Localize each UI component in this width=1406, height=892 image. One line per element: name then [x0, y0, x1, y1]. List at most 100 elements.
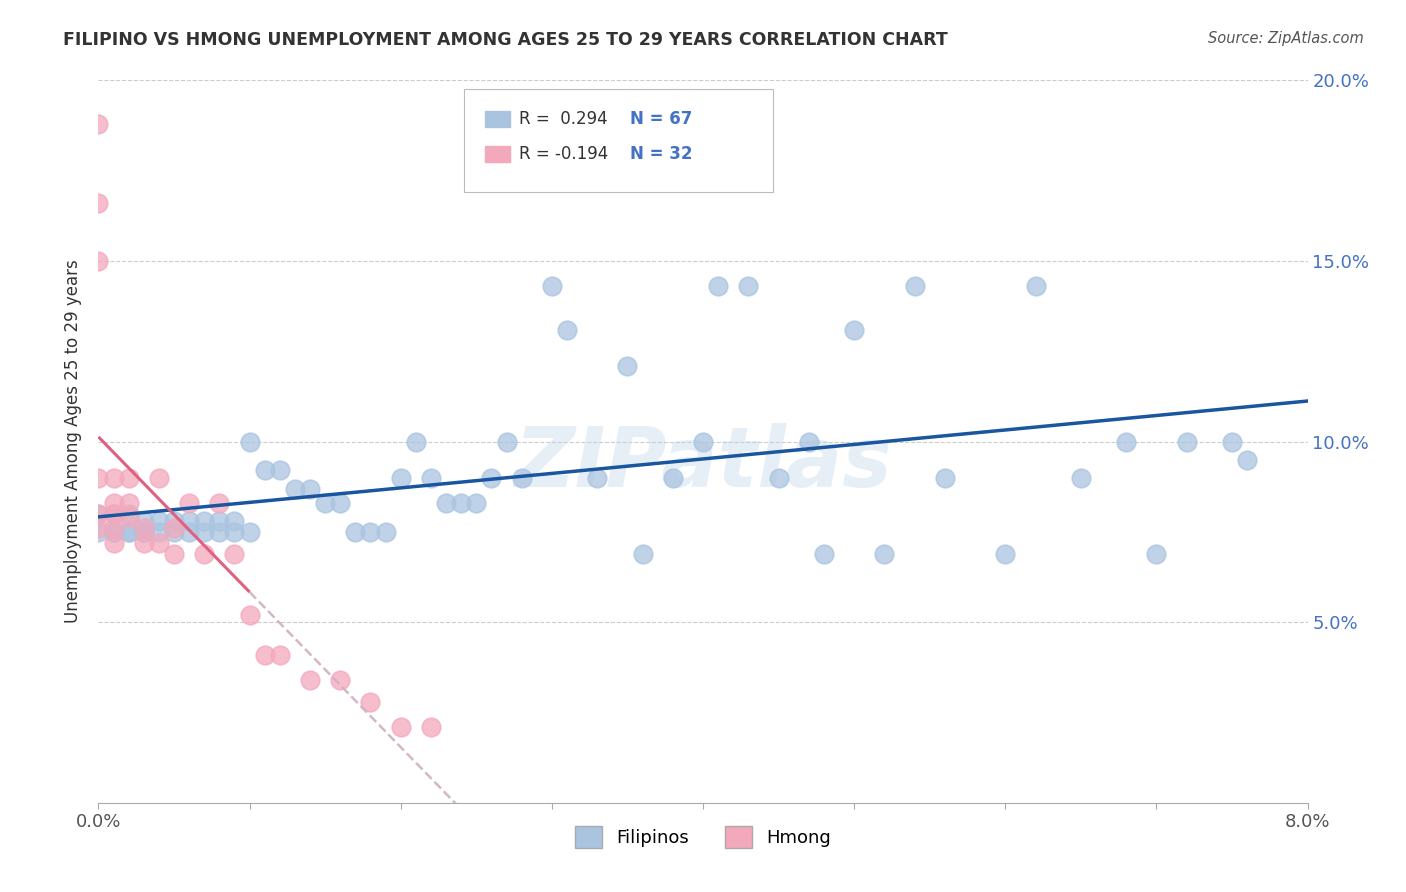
Point — [329, 496, 352, 510]
Point — [208, 496, 231, 510]
Point — [555, 322, 578, 336]
Point — [103, 521, 125, 535]
Point — [1070, 471, 1092, 485]
Point — [314, 496, 336, 510]
Point — [224, 547, 246, 561]
Point — [148, 514, 170, 528]
Point — [813, 547, 835, 561]
Point — [994, 547, 1017, 561]
Point — [269, 648, 291, 662]
Point — [87, 471, 110, 485]
Point — [1175, 434, 1198, 449]
Point — [148, 524, 170, 539]
Point — [87, 524, 110, 539]
Point — [163, 521, 186, 535]
Point — [434, 496, 457, 510]
Point — [224, 524, 246, 539]
Point — [239, 434, 262, 449]
Point — [87, 117, 110, 131]
Point — [269, 463, 291, 477]
Point — [239, 607, 262, 622]
Point — [103, 524, 125, 539]
Point — [103, 507, 125, 521]
Legend: Filipinos, Hmong: Filipinos, Hmong — [568, 819, 838, 855]
Point — [692, 434, 714, 449]
Point — [284, 482, 307, 496]
Point — [360, 524, 382, 539]
Point — [118, 507, 141, 521]
Point — [450, 496, 472, 510]
Point — [87, 507, 110, 521]
Point — [87, 254, 110, 268]
Point — [465, 496, 488, 510]
Text: R = -0.194: R = -0.194 — [519, 145, 607, 163]
Point — [420, 471, 443, 485]
Y-axis label: Unemployment Among Ages 25 to 29 years: Unemployment Among Ages 25 to 29 years — [65, 260, 83, 624]
Point — [163, 547, 186, 561]
Point — [163, 514, 186, 528]
Point — [179, 496, 201, 510]
Text: R =  0.294: R = 0.294 — [519, 110, 607, 128]
Point — [1146, 547, 1168, 561]
Point — [132, 524, 155, 539]
Point — [118, 524, 141, 539]
Text: ZIPatlas: ZIPatlas — [515, 423, 891, 504]
Point — [132, 524, 155, 539]
Point — [118, 524, 141, 539]
Point — [118, 496, 141, 510]
Point — [1220, 434, 1243, 449]
Text: Source: ZipAtlas.com: Source: ZipAtlas.com — [1208, 31, 1364, 46]
Point — [103, 507, 125, 521]
Point — [132, 521, 155, 535]
Point — [148, 471, 170, 485]
Point — [224, 514, 246, 528]
Point — [707, 279, 730, 293]
Point — [873, 547, 896, 561]
Point — [103, 524, 125, 539]
Point — [661, 471, 683, 485]
Text: FILIPINO VS HMONG UNEMPLOYMENT AMONG AGES 25 TO 29 YEARS CORRELATION CHART: FILIPINO VS HMONG UNEMPLOYMENT AMONG AGE… — [63, 31, 948, 49]
Point — [1115, 434, 1137, 449]
Point — [179, 524, 201, 539]
Point — [239, 524, 262, 539]
Point — [934, 471, 956, 485]
Point — [481, 471, 503, 485]
Point — [208, 524, 231, 539]
Point — [374, 524, 396, 539]
Point — [389, 720, 412, 734]
Text: N = 32: N = 32 — [630, 145, 692, 163]
Point — [179, 514, 201, 528]
Point — [253, 648, 276, 662]
Point — [132, 535, 155, 549]
Point — [193, 514, 215, 528]
Point — [103, 471, 125, 485]
Point — [87, 521, 110, 535]
Text: N = 67: N = 67 — [630, 110, 692, 128]
Point — [103, 496, 125, 510]
Point — [540, 279, 562, 293]
Point — [737, 279, 759, 293]
Point — [163, 524, 186, 539]
Point — [118, 471, 141, 485]
Point — [208, 514, 231, 528]
Point — [495, 434, 517, 449]
Point — [616, 359, 638, 373]
Point — [253, 463, 276, 477]
Point — [87, 507, 110, 521]
Point — [87, 196, 110, 211]
Point — [510, 471, 533, 485]
Point — [193, 524, 215, 539]
Point — [768, 471, 790, 485]
Point — [148, 535, 170, 549]
Point — [329, 673, 352, 687]
Point — [389, 471, 412, 485]
Point — [1236, 452, 1258, 467]
Point — [844, 322, 866, 336]
Point — [103, 535, 125, 549]
Point — [132, 514, 155, 528]
Point — [631, 547, 654, 561]
Point — [405, 434, 427, 449]
Point — [420, 720, 443, 734]
Point — [118, 510, 141, 524]
Point — [360, 695, 382, 709]
